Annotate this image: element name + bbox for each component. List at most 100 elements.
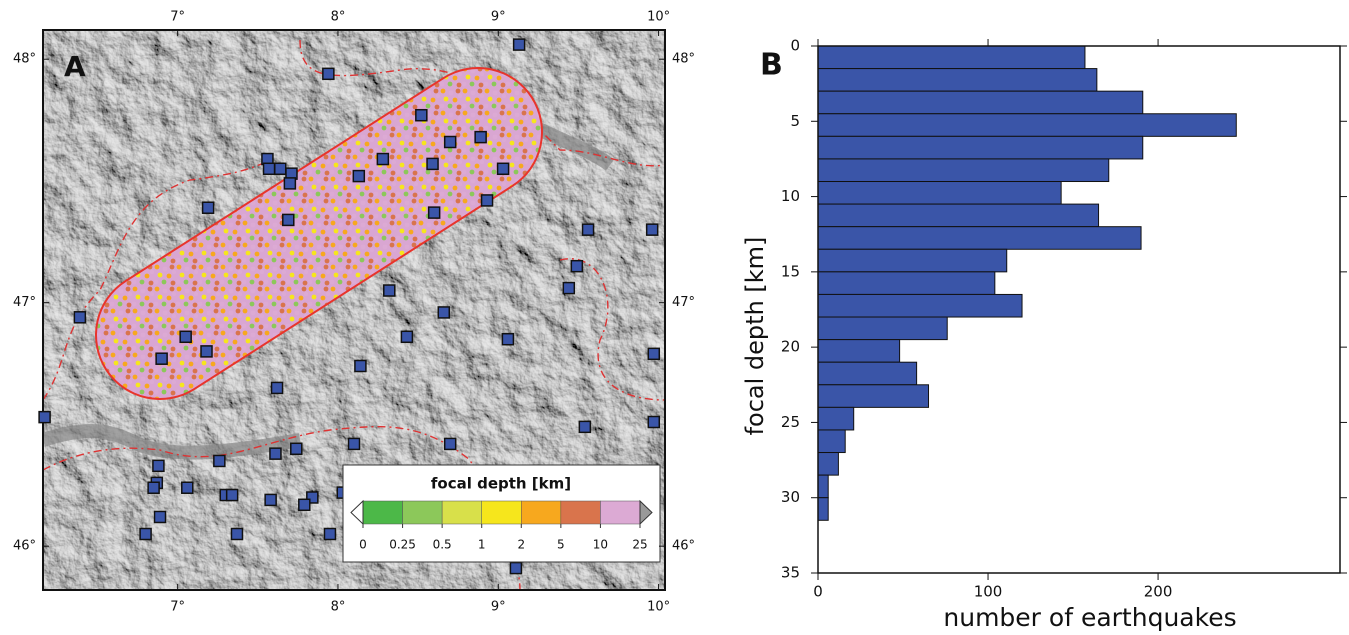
x-tick-label: 10° [647,10,670,25]
colorbar-segment [521,501,561,524]
colorbar-segment [482,501,522,524]
station [482,195,493,206]
station [438,307,449,318]
station [180,331,191,342]
y-tick-label: 10 [781,187,800,205]
station [648,348,659,359]
station [39,412,50,423]
bar [818,294,1022,317]
bar [818,475,828,498]
station [563,283,574,294]
station [475,132,486,143]
colorbar-tick-label: 0.5 [433,538,452,552]
colorbar-segment [600,501,640,524]
station [270,448,281,459]
colorbar-tick-label: 0.25 [389,538,416,552]
bar [818,317,947,340]
station [427,158,438,169]
station [416,110,427,121]
bar [818,227,1141,250]
y-tick-label: 5 [790,112,800,130]
station [291,443,302,454]
y-tick-label: 15 [781,262,800,280]
y-tick-label: 47° [672,295,695,310]
x-tick-label: 8° [331,600,346,615]
bar [818,204,1099,227]
colorbar-tick-label: 5 [557,538,565,552]
legend-title: focal depth [km] [431,475,571,493]
histogram-panel: B number of earthquakes focal depth [km]… [741,37,1347,633]
colorbar-tick-label: 0 [359,538,367,552]
panel-label: A [64,50,86,83]
station [579,421,590,432]
figure: A focal depth [km] 00.250.51251025 7°7°8… [0,0,1349,635]
station [283,214,294,225]
station [384,285,395,296]
colorbar-tick-label: 2 [517,538,525,552]
colorbar-legend: focal depth [km] 00.250.51251025 [343,465,660,562]
station [227,490,238,501]
station [299,499,310,510]
colorbar-segment [403,501,443,524]
station [502,334,513,345]
bar [818,114,1236,137]
y-tick-label: 20 [781,338,800,356]
station [349,438,360,449]
colorbar-segment [363,501,403,524]
y-tick-label: 0 [790,37,800,55]
station [647,224,658,235]
panel-label: B [760,48,783,83]
x-axis-label: number of earthquakes [943,603,1236,632]
station [275,163,286,174]
station [583,224,594,235]
bar [818,362,917,385]
station [156,353,167,364]
bar [818,340,900,363]
y-tick-label: 25 [781,413,800,431]
bar [818,272,995,295]
bar [818,69,1097,92]
y-tick-label: 35 [781,564,800,582]
bar [818,407,854,430]
bar [818,91,1143,114]
station [401,331,412,342]
x-tick-label: 100 [974,583,1003,601]
x-tick-label: 7° [170,600,185,615]
x-tick-label: 8° [331,10,346,25]
station [148,482,159,493]
station [74,312,85,323]
y-tick-label: 46° [13,539,36,554]
station [571,261,582,272]
y-tick-label: 46° [672,539,695,554]
colorbar-tick-label: 1 [478,538,486,552]
station [445,137,456,148]
x-tick-label: 9° [491,600,506,615]
x-tick-label: 10° [647,600,670,615]
station [353,171,364,182]
station [514,39,525,50]
station [264,163,275,174]
y-tick-label: 30 [781,488,800,506]
bar [818,249,1007,272]
station [231,529,242,540]
station [648,417,659,428]
bar [818,46,1085,69]
x-tick-label: 7° [170,10,185,25]
x-tick-label: 200 [1144,583,1173,601]
y-tick-label: 48° [672,52,695,67]
station [510,563,521,574]
station [429,207,440,218]
x-tick-label: 0 [813,583,823,601]
colorbar-tick-label: 25 [632,538,647,552]
colorbar-tick-label: 10 [593,538,608,552]
station [182,482,193,493]
station [377,154,388,165]
station [214,455,225,466]
station [155,511,166,522]
y-tick-label: 48° [13,52,36,67]
station [265,494,276,505]
bar [818,385,929,408]
station [153,460,164,471]
y-tick-label: 47° [13,295,36,310]
